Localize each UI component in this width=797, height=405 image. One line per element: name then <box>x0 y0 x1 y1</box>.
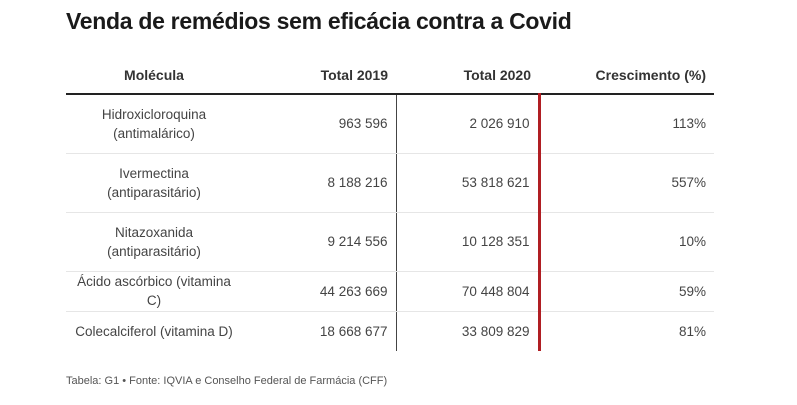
molecule-cell: Nitazoxanida (antiparasitário) <box>66 212 242 272</box>
molecule-name: Nitazoxanida <box>114 224 194 240</box>
column-header-molecule: Molécula <box>66 56 242 95</box>
molecule-class: (antimalárico) <box>113 125 195 141</box>
table-row: Ivermectina (antiparasitário) 8 188 216 … <box>66 153 714 213</box>
table-row: Colecalciferol (vitamina D) 18 668 677 3… <box>66 311 714 351</box>
molecule-class: (antiparasitário) <box>107 243 201 259</box>
total-2019-cell: 963 596 <box>242 94 397 154</box>
table-header: Molécula Total 2019 Total 2020 Crescimen… <box>66 56 714 95</box>
column-header-total-2019: Total 2019 <box>242 56 396 95</box>
total-2020-cell: 10 128 351 <box>396 212 541 272</box>
column-header-total-2020: Total 2020 <box>396 56 539 95</box>
table-body: Hidroxicloroquina (antimalárico) 963 596… <box>66 94 714 351</box>
molecule-cell: Hidroxicloroquina (antimalárico) <box>66 94 242 154</box>
growth-cell: 59% <box>539 271 714 312</box>
total-2019-cell: 8 188 216 <box>242 153 397 213</box>
data-table-container: Molécula Total 2019 Total 2020 Crescimen… <box>66 56 714 351</box>
total-2020-cell: 2 026 910 <box>396 94 541 154</box>
molecule-cell: Colecalciferol (vitamina D) <box>66 311 242 351</box>
header-row: Molécula Total 2019 Total 2020 Crescimen… <box>66 56 714 95</box>
growth-cell: 557% <box>539 153 714 213</box>
molecule-cell: Ivermectina (antiparasitário) <box>66 153 242 213</box>
growth-cell: 81% <box>678 323 706 339</box>
total-2020-cell: 70 448 804 <box>396 271 541 312</box>
sales-table: Molécula Total 2019 Total 2020 Crescimen… <box>66 56 714 351</box>
total-2020-cell: 53 818 621 <box>396 153 541 213</box>
column-header-growth: Crescimento (%) <box>539 56 714 95</box>
molecule-class: (antiparasitário) <box>107 184 201 200</box>
total-2019-cell: 18 668 677 <box>242 311 397 351</box>
molecule-name: Colecalciferol (vitamina D) <box>75 323 233 339</box>
molecule-name: Ivermectina <box>119 165 189 181</box>
total-2019-cell: 44 263 669 <box>242 271 397 312</box>
molecule-cell: Ácido ascórbico (vitamina C) <box>66 271 242 312</box>
growth-cell: 10% <box>539 212 714 272</box>
table-title: Venda de remédios sem eficácia contra a … <box>66 8 572 34</box>
table-row: Hidroxicloroquina (antimalárico) 963 596… <box>66 94 714 154</box>
table-row: Ácido ascórbico (vitamina C) 44 263 669 … <box>66 271 714 312</box>
growth-cell: 113% <box>539 94 714 154</box>
molecule-name: Ácido ascórbico (vitamina C) <box>77 274 231 308</box>
table-row: Nitazoxanida (antiparasitário) 9 214 556… <box>66 212 714 272</box>
source-note: Tabela: G1 • Fonte: IQVIA e Conselho Fed… <box>66 375 388 387</box>
total-2019-cell: 9 214 556 <box>242 212 397 272</box>
molecule-name: Hidroxicloroquina <box>101 106 207 122</box>
total-2020-cell: 33 809 829 <box>396 311 541 351</box>
